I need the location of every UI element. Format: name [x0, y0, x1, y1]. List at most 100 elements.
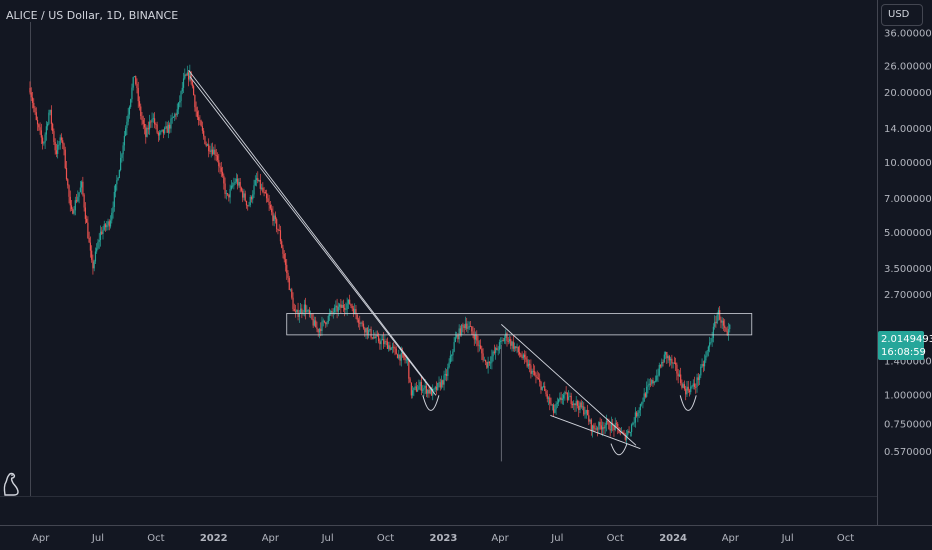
candle-body	[440, 380, 443, 388]
candle-body	[410, 382, 412, 396]
candle-body	[590, 419, 592, 432]
candle-body	[712, 326, 714, 338]
candle-body	[117, 178, 119, 181]
candle-body	[239, 182, 241, 188]
candle-body	[452, 351, 454, 356]
candle-body	[374, 336, 376, 339]
candle-body	[49, 109, 51, 113]
candle-body	[386, 341, 389, 349]
candle-body	[588, 415, 590, 422]
candle-body	[45, 126, 47, 135]
candle-body	[637, 413, 639, 417]
candle-body	[77, 196, 79, 202]
candle-body	[170, 118, 172, 129]
arc-pattern-marker[interactable]	[679, 395, 697, 411]
resistance-zone-rectangle[interactable]	[286, 313, 753, 336]
candle-body	[547, 397, 550, 399]
candle-body	[488, 361, 490, 364]
candle-body	[371, 337, 373, 339]
candle-body	[555, 403, 557, 410]
price-axis[interactable]: 36.00000000 26.00000000 20.00000000 14.0000…	[884, 28, 932, 458]
candle-body	[249, 196, 251, 206]
currency-button[interactable]: USD	[881, 4, 923, 26]
candle-body	[667, 356, 669, 359]
trendline[interactable]	[501, 324, 637, 446]
time-tick-label: Jul	[91, 533, 104, 544]
tradingview-logo-icon[interactable]	[2, 470, 20, 496]
candle-body	[507, 340, 509, 342]
candle-body	[561, 398, 563, 400]
candle-body	[724, 325, 726, 328]
candle-body	[273, 215, 275, 221]
candle-body	[47, 123, 49, 127]
candle-body	[399, 354, 401, 361]
candle-body	[113, 191, 115, 207]
candle-body	[87, 222, 89, 239]
candle-body	[481, 348, 483, 354]
candle-body	[156, 124, 158, 133]
candle-body	[216, 155, 219, 161]
symbol-title[interactable]: ALICE / US Dollar, 1D, BINANCE	[6, 9, 179, 22]
candle-body	[471, 326, 473, 332]
candle-body	[427, 389, 429, 394]
candle-body	[646, 386, 648, 397]
candle-body	[500, 340, 502, 343]
candle-body	[583, 406, 585, 415]
candle-body	[291, 289, 293, 298]
candle-body	[524, 354, 526, 358]
candle-body	[666, 351, 668, 359]
candle-body	[226, 193, 229, 195]
candle-body	[35, 112, 37, 120]
candle-body	[716, 314, 718, 324]
candle-body	[64, 149, 66, 169]
trendline[interactable]	[188, 70, 434, 391]
candle-body	[466, 323, 468, 329]
candle-body	[698, 375, 701, 380]
candle-body	[138, 101, 141, 107]
candle-body	[184, 74, 186, 79]
candle-body	[513, 346, 516, 349]
candle-body	[41, 137, 44, 144]
candle-body	[534, 371, 536, 375]
price-tick-label: 2.70000000	[884, 290, 932, 301]
candle-body	[289, 289, 292, 291]
candle-body	[162, 129, 165, 134]
candle-body	[282, 247, 284, 254]
candle-body	[517, 346, 519, 353]
candle-body	[550, 403, 552, 405]
candle-body	[48, 112, 50, 124]
candle-body	[171, 117, 173, 119]
candle-body	[181, 87, 183, 92]
candle-body	[269, 205, 271, 209]
trendline[interactable]	[550, 414, 641, 450]
candle-body	[695, 386, 697, 388]
candle-body	[164, 127, 166, 134]
candle-body	[710, 341, 712, 343]
candle-body	[639, 404, 641, 411]
time-tick-label: Oct	[377, 533, 394, 544]
candle-body	[438, 382, 440, 384]
candle-body	[535, 374, 537, 377]
candle-body	[575, 401, 577, 406]
trendline[interactable]	[189, 76, 437, 396]
candle-body	[247, 205, 249, 207]
candle-body	[230, 185, 232, 190]
candle-body	[400, 352, 402, 361]
arc-pattern-marker[interactable]	[610, 443, 628, 456]
candle-body	[537, 378, 540, 380]
candle-body	[701, 364, 703, 367]
candle-body	[682, 384, 684, 388]
candle-body	[641, 403, 643, 405]
time-axis[interactable]: Apr Jul Oct 2022 Apr Jul Oct 2023 Apr Jul Oct 2024 A…	[32, 533, 854, 544]
candle-body	[44, 134, 46, 143]
candle-body	[172, 116, 175, 118]
candle-body	[425, 385, 428, 394]
candle-body	[636, 412, 638, 417]
candle-body	[195, 107, 197, 112]
candle-body	[39, 127, 41, 131]
candle-body	[161, 129, 163, 131]
price-tick-label: 26.00000000	[884, 61, 932, 72]
arc-pattern-marker[interactable]	[422, 395, 440, 411]
candle-body	[92, 259, 94, 269]
